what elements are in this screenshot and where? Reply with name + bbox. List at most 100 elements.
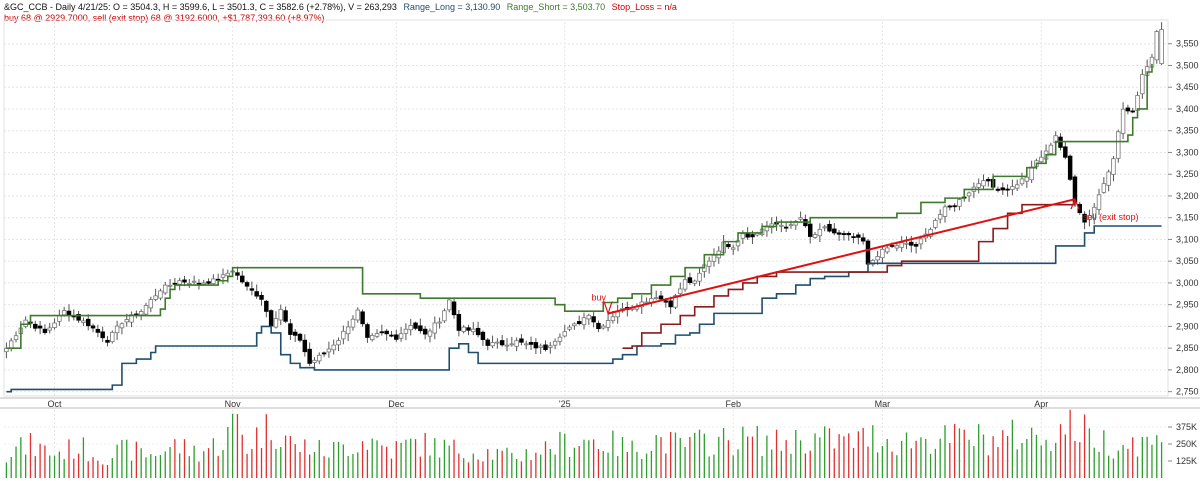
candle-up bbox=[504, 344, 510, 347]
candle-down bbox=[307, 348, 312, 364]
candle-up bbox=[1048, 144, 1054, 155]
range-short-line bbox=[6, 63, 1153, 349]
candle-up bbox=[933, 220, 938, 228]
buy-label: buy bbox=[592, 293, 607, 303]
trade-layer: buy sell (exit stop) bbox=[592, 197, 1138, 316]
candle-up bbox=[678, 288, 683, 295]
candle-up bbox=[1019, 178, 1025, 185]
candle-down bbox=[1000, 187, 1005, 191]
range-long-readout: Range_Long = 3,130.90 bbox=[403, 2, 501, 12]
candle-down bbox=[836, 232, 842, 235]
candle-down bbox=[254, 291, 259, 297]
candle-up bbox=[398, 333, 404, 339]
month-label: Mar bbox=[875, 399, 891, 409]
candle-up bbox=[697, 272, 702, 282]
candle-up bbox=[374, 333, 380, 337]
candle-down bbox=[745, 233, 750, 238]
candle-up bbox=[403, 328, 409, 334]
candle-up bbox=[798, 217, 803, 220]
candle-down bbox=[528, 342, 534, 345]
candle-up bbox=[976, 183, 981, 188]
candle-down bbox=[76, 313, 81, 321]
candle-up bbox=[442, 310, 447, 322]
candle-down bbox=[543, 344, 548, 351]
candle-up bbox=[548, 345, 553, 348]
candle-down bbox=[172, 282, 178, 285]
candle-up bbox=[740, 233, 746, 239]
candle-up bbox=[278, 309, 283, 321]
candle-down bbox=[658, 295, 664, 300]
candle-down bbox=[1077, 204, 1082, 214]
candle-up bbox=[894, 245, 900, 249]
candle-up bbox=[124, 319, 129, 323]
stop-loss-readout: Stop_Loss = n/a bbox=[611, 2, 677, 12]
candle-up bbox=[23, 319, 28, 327]
candle-down bbox=[268, 310, 274, 327]
axis-layer: 2,750 2,800 2,850 2,900 2,950 3,000 3,050 3,100… bbox=[48, 39, 1199, 466]
price-tick-label: 3,300 bbox=[1176, 147, 1199, 157]
candle-up bbox=[273, 318, 279, 328]
candle-down bbox=[264, 300, 269, 312]
candle-down bbox=[90, 325, 96, 329]
candle-up bbox=[355, 309, 361, 321]
candle-down bbox=[365, 324, 370, 338]
candle-up bbox=[567, 326, 572, 330]
candle-up bbox=[899, 242, 904, 248]
candle-up bbox=[885, 247, 890, 253]
candle-down bbox=[499, 340, 505, 346]
candle-down bbox=[259, 295, 264, 300]
ohlc-readout: &GC_CCB - Daily 4/21/25: O = 3504.3, H =… bbox=[4, 2, 397, 12]
candle-up bbox=[788, 224, 794, 227]
candle-up bbox=[461, 326, 466, 332]
candle-down bbox=[249, 288, 255, 291]
candle-down bbox=[1005, 188, 1010, 191]
candle-up bbox=[1039, 156, 1044, 163]
candle-up bbox=[119, 323, 125, 329]
candle-up bbox=[937, 214, 943, 220]
candle-down bbox=[995, 188, 1001, 191]
candle-down bbox=[206, 281, 211, 284]
candle-up bbox=[148, 299, 154, 309]
candle-up bbox=[605, 320, 611, 328]
price-tick-label: 3,450 bbox=[1176, 82, 1199, 92]
candle-up bbox=[191, 280, 197, 283]
candle-down bbox=[37, 325, 43, 329]
candle-down bbox=[726, 243, 731, 248]
candle-up bbox=[13, 335, 19, 341]
candle-down bbox=[889, 245, 895, 247]
candle-up bbox=[341, 330, 346, 340]
candle-down bbox=[413, 322, 418, 329]
candle-up bbox=[538, 345, 543, 348]
candle-up bbox=[336, 340, 341, 346]
candle-down bbox=[591, 316, 596, 323]
candle-up bbox=[870, 259, 876, 265]
candle-down bbox=[851, 236, 856, 239]
range-short-readout: Range_Short = 3,503.70 bbox=[506, 2, 606, 12]
buy-arrow bbox=[603, 301, 613, 316]
candle-up bbox=[918, 238, 924, 245]
candle-up bbox=[201, 282, 206, 285]
candle-down bbox=[1125, 107, 1131, 112]
candle-up bbox=[1154, 31, 1160, 61]
candle-up bbox=[167, 284, 173, 287]
candle-down bbox=[105, 339, 110, 343]
candle-down bbox=[596, 322, 601, 330]
candle-down bbox=[807, 223, 813, 237]
price-tick-label: 3,250 bbox=[1176, 169, 1199, 179]
price-tick-label: 3,000 bbox=[1176, 278, 1199, 288]
price-tick-label: 2,850 bbox=[1176, 343, 1199, 353]
candle-down bbox=[846, 232, 851, 236]
candle-down bbox=[1063, 146, 1068, 158]
price-tick-label: 2,950 bbox=[1176, 300, 1199, 310]
candle-down bbox=[865, 240, 871, 265]
candle-down bbox=[288, 323, 293, 335]
candle-up bbox=[1106, 171, 1111, 186]
month-label: Oct bbox=[48, 399, 63, 409]
candle-up bbox=[427, 330, 433, 337]
candle-up bbox=[225, 272, 231, 277]
candle-down bbox=[302, 339, 308, 353]
price-tick-label: 3,550 bbox=[1176, 39, 1199, 49]
candle-down bbox=[283, 310, 288, 322]
candle-down bbox=[33, 323, 38, 329]
